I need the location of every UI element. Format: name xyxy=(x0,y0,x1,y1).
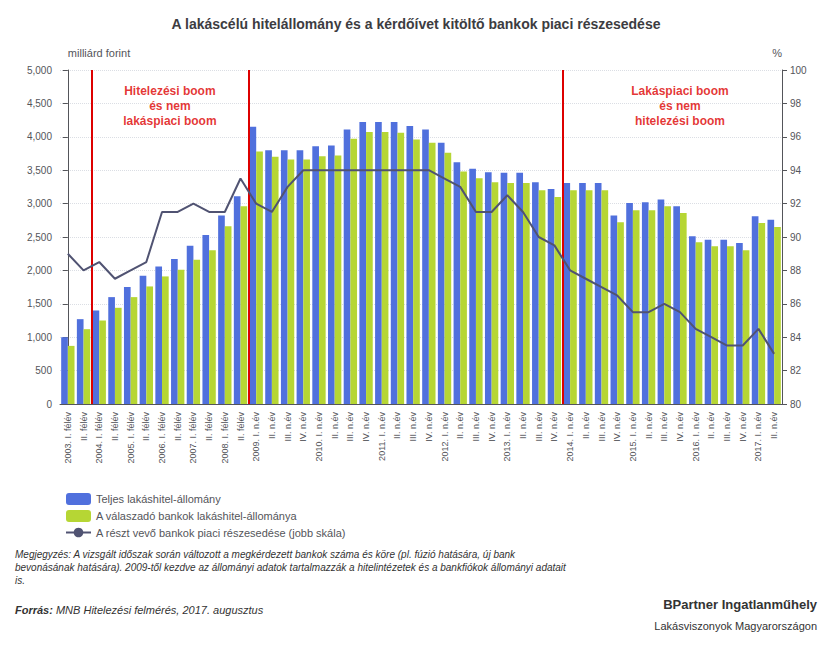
svg-text:80: 80 xyxy=(790,399,802,410)
svg-text:96: 96 xyxy=(790,131,802,142)
svg-text:IV. n.év: IV. n.év xyxy=(549,412,559,442)
svg-text:4,000: 4,000 xyxy=(27,131,52,142)
svg-text:MNB Hitelezési felmérés, 2017.: MNB Hitelezési felmérés, 2017. augusztus xyxy=(53,604,264,616)
svg-text:IV. n.év: IV. n.év xyxy=(675,412,685,442)
svg-text:III. n.év: III. n.év xyxy=(408,412,418,442)
svg-text:5,000: 5,000 xyxy=(27,65,52,76)
svg-text:94: 94 xyxy=(790,165,802,176)
svg-text:Forrás:: Forrás: xyxy=(15,604,53,616)
svg-text:és nem: és nem xyxy=(149,99,190,113)
svg-text:hitelezési boom: hitelezési boom xyxy=(635,114,725,128)
svg-text:II. n.év: II. n.év xyxy=(706,412,716,440)
svg-text:2005. I. félév: 2005. I. félév xyxy=(126,412,136,464)
svg-text:IV. n.év: IV. n.év xyxy=(487,412,497,442)
svg-text:is.: is. xyxy=(15,575,25,586)
svg-text:0: 0 xyxy=(46,399,52,410)
svg-text:2017. I. n.év: 2017. I. n.év xyxy=(753,412,763,462)
svg-text:2,500: 2,500 xyxy=(27,232,52,243)
svg-text:II. félév: II. félév xyxy=(173,412,183,442)
svg-text:IV. n.év: IV. n.év xyxy=(361,412,371,442)
svg-text:2004. I. félév: 2004. I. félév xyxy=(94,412,104,464)
svg-text:500: 500 xyxy=(35,365,52,376)
svg-text:2016. I. n.év: 2016. I. n.év xyxy=(691,412,701,462)
svg-text:II. félév: II. félév xyxy=(204,412,214,442)
svg-text:IV. n.év: IV. n.év xyxy=(298,412,308,442)
svg-text:és nem: és nem xyxy=(659,99,700,113)
svg-text:100: 100 xyxy=(790,65,807,76)
svg-text:II. n.év: II. n.év xyxy=(581,412,591,440)
svg-text:2012. I. n.év: 2012. I. n.év xyxy=(440,412,450,462)
svg-text:Hitelezési boom: Hitelezési boom xyxy=(124,84,215,98)
svg-text:A részt vevő bankok piaci rész: A részt vevő bankok piaci részesedése (j… xyxy=(96,527,345,539)
svg-text:4,500: 4,500 xyxy=(27,98,52,109)
svg-text:A válaszadó bankok lakáshitel-: A válaszadó bankok lakáshitel-állománya xyxy=(96,510,297,522)
svg-text:2010. I. n.év: 2010. I. n.év xyxy=(314,412,324,462)
svg-text:BPartner Ingatlanműhely: BPartner Ingatlanműhely xyxy=(663,597,818,612)
svg-text:3,500: 3,500 xyxy=(27,165,52,176)
svg-text:II. n.év: II. n.év xyxy=(267,412,277,440)
svg-text:III. n.év: III. n.év xyxy=(722,412,732,442)
svg-text:Lakásviszonyok Magyarországon: Lakásviszonyok Magyarországon xyxy=(654,620,817,632)
svg-text:IV. n.év: IV. n.év xyxy=(612,412,622,442)
svg-text:1,000: 1,000 xyxy=(27,332,52,343)
svg-text:2013. I. n.év: 2013. I. n.év xyxy=(502,412,512,462)
svg-text:84: 84 xyxy=(790,332,802,343)
svg-text:Teljes lakáshitel-állomány: Teljes lakáshitel-állomány xyxy=(96,493,221,505)
svg-text:2011. I. n.év: 2011. I. n.év xyxy=(377,412,387,461)
svg-text:1,500: 1,500 xyxy=(27,298,52,309)
svg-text:IV. n.év: IV. n.év xyxy=(738,412,748,442)
svg-text:2007. I. félév: 2007. I. félév xyxy=(188,412,198,464)
svg-text:bevonásának hatására). 2009-tő: bevonásának hatására). 2009-től kezdve a… xyxy=(15,562,567,573)
svg-text:88: 88 xyxy=(790,265,802,276)
svg-text:II. félév: II. félév xyxy=(236,412,246,442)
svg-text:III. n.év: III. n.év xyxy=(534,412,544,442)
svg-text:III. n.év: III. n.év xyxy=(345,412,355,442)
svg-text:98: 98 xyxy=(790,98,802,109)
svg-text:milliárd forint: milliárd forint xyxy=(68,47,130,59)
svg-text:92: 92 xyxy=(790,198,802,209)
svg-text:90: 90 xyxy=(790,232,802,243)
svg-text:III. n.év: III. n.év xyxy=(471,412,481,442)
svg-text:II. n.év: II. n.év xyxy=(769,412,779,440)
svg-text:2008. I. félév: 2008. I. félév xyxy=(220,412,230,464)
svg-text:Megjegyzés: A vizsgált időszak: Megjegyzés: A vizsgált időszak során vál… xyxy=(15,549,516,560)
svg-text:II. n.év: II. n.év xyxy=(330,412,340,440)
svg-text:lakáspiaci boom: lakáspiaci boom xyxy=(123,114,216,128)
svg-text:II. n.év: II. n.év xyxy=(392,412,402,440)
svg-text:IV. n.év: IV. n.év xyxy=(424,412,434,442)
svg-text:A lakáscélú hitelállomány és a: A lakáscélú hitelállomány és a kérdőívet… xyxy=(172,16,661,32)
svg-text:III. n.év: III. n.év xyxy=(283,412,293,442)
svg-text:82: 82 xyxy=(790,365,802,376)
svg-text:2015. I. n.év: 2015. I. n.év xyxy=(628,412,638,462)
svg-text:II. n.év: II. n.év xyxy=(455,412,465,440)
svg-text:II. n.év: II. n.év xyxy=(644,412,654,440)
svg-text:2,000: 2,000 xyxy=(27,265,52,276)
svg-text:86: 86 xyxy=(790,298,802,309)
svg-text:Lakáspiaci boom: Lakáspiaci boom xyxy=(631,84,728,98)
svg-text:2009. I. n.év: 2009. I. n.év xyxy=(251,412,261,462)
svg-text:II. félév: II. félév xyxy=(141,412,151,442)
svg-text:2003. I. félév: 2003. I. félév xyxy=(63,412,73,464)
svg-text:2006. I. félév: 2006. I. félév xyxy=(157,412,167,464)
svg-text:3,000: 3,000 xyxy=(27,198,52,209)
svg-text:II. félév: II. félév xyxy=(79,412,89,442)
svg-text:II. félév: II. félév xyxy=(110,412,120,442)
svg-text:III. n.év: III. n.év xyxy=(659,412,669,442)
svg-text:%: % xyxy=(772,47,782,59)
svg-text:2014. I. n.év: 2014. I. n.év xyxy=(565,412,575,462)
svg-text:III. n.év: III. n.év xyxy=(597,412,607,442)
svg-text:II. n.év: II. n.év xyxy=(518,412,528,440)
